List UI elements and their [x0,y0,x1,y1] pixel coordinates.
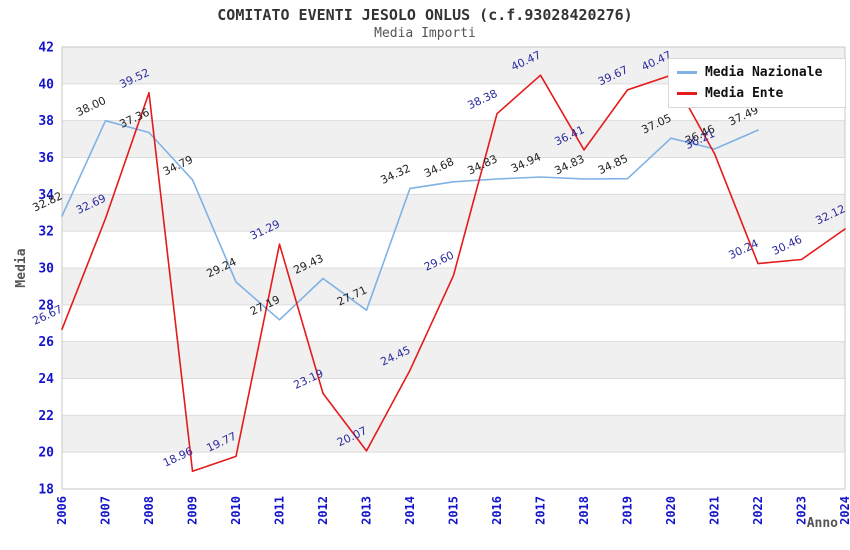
y-tick-label: 32 [38,225,54,240]
y-tick-label: 40 [38,77,54,92]
y-tick-label: 24 [38,372,54,387]
x-tick-label: 2024 [838,496,850,525]
series-line-media-ente [61,74,846,473]
data-point-label: 38.00 [74,94,108,119]
x-tick-label: 2015 [447,496,461,525]
x-tick-label: 2013 [360,496,374,525]
grid-band [62,415,845,453]
data-point-label: 30.46 [770,233,804,258]
x-tick-label: 2022 [751,496,765,525]
y-tick-label: 34 [38,188,54,203]
x-tick-label: 2007 [99,496,113,525]
x-tick-label: 2006 [55,496,69,525]
chart-subtitle: Media Importi [374,26,476,41]
data-point-label: 38.38 [465,87,499,112]
y-tick-label: 18 [38,483,54,498]
x-axis-title: Anno [807,516,838,531]
x-tick-label: 2010 [229,496,243,525]
y-tick-label: 38 [38,114,54,129]
x-tick-label: 2020 [664,496,678,525]
x-tick-label: 2011 [273,496,287,525]
x-tick-label: 2009 [186,496,200,525]
x-tick-label: 2019 [621,496,635,525]
x-tick-label: 2021 [708,496,722,525]
y-tick-label: 36 [38,151,54,166]
legend: Media Nazionale Media Ente [668,58,846,108]
y-tick-label: 28 [38,298,54,313]
grid-band [62,341,845,379]
legend-item-media-nazionale: Media Nazionale [677,65,837,80]
legend-label-media-nazionale: Media Nazionale [705,65,823,80]
legend-line-swatch-icon [677,92,697,95]
x-tick-label: 2023 [795,496,809,525]
data-point-label: 34.32 [378,162,412,187]
y-tick-label: 42 [38,41,54,56]
y-tick-label: 30 [38,262,54,277]
x-tick-label: 2014 [403,496,417,525]
data-point-label: 34.68 [422,155,456,180]
x-tick-label: 2012 [316,496,330,525]
y-tick-label: 20 [38,446,54,461]
x-tick-label: 2018 [577,496,591,525]
y-axis-title: Media [14,248,29,287]
y-tick-label: 26 [38,335,54,350]
x-tick-label: 2016 [490,496,504,525]
x-tick-label: 2008 [142,496,156,525]
series-line-media-nazionale [61,119,759,321]
plot-border [61,46,846,490]
legend-item-media-ente: Media Ente [677,86,837,101]
y-tick-label: 22 [38,409,54,424]
legend-line-swatch-icon [677,71,697,74]
x-tick-label: 2017 [534,496,548,525]
grid-band [62,120,845,158]
chart-title: COMITATO EVENTI JESOLO ONLUS (c.f.930284… [217,6,633,24]
grid-band [62,194,845,232]
legend-label-media-ente: Media Ente [705,86,784,101]
